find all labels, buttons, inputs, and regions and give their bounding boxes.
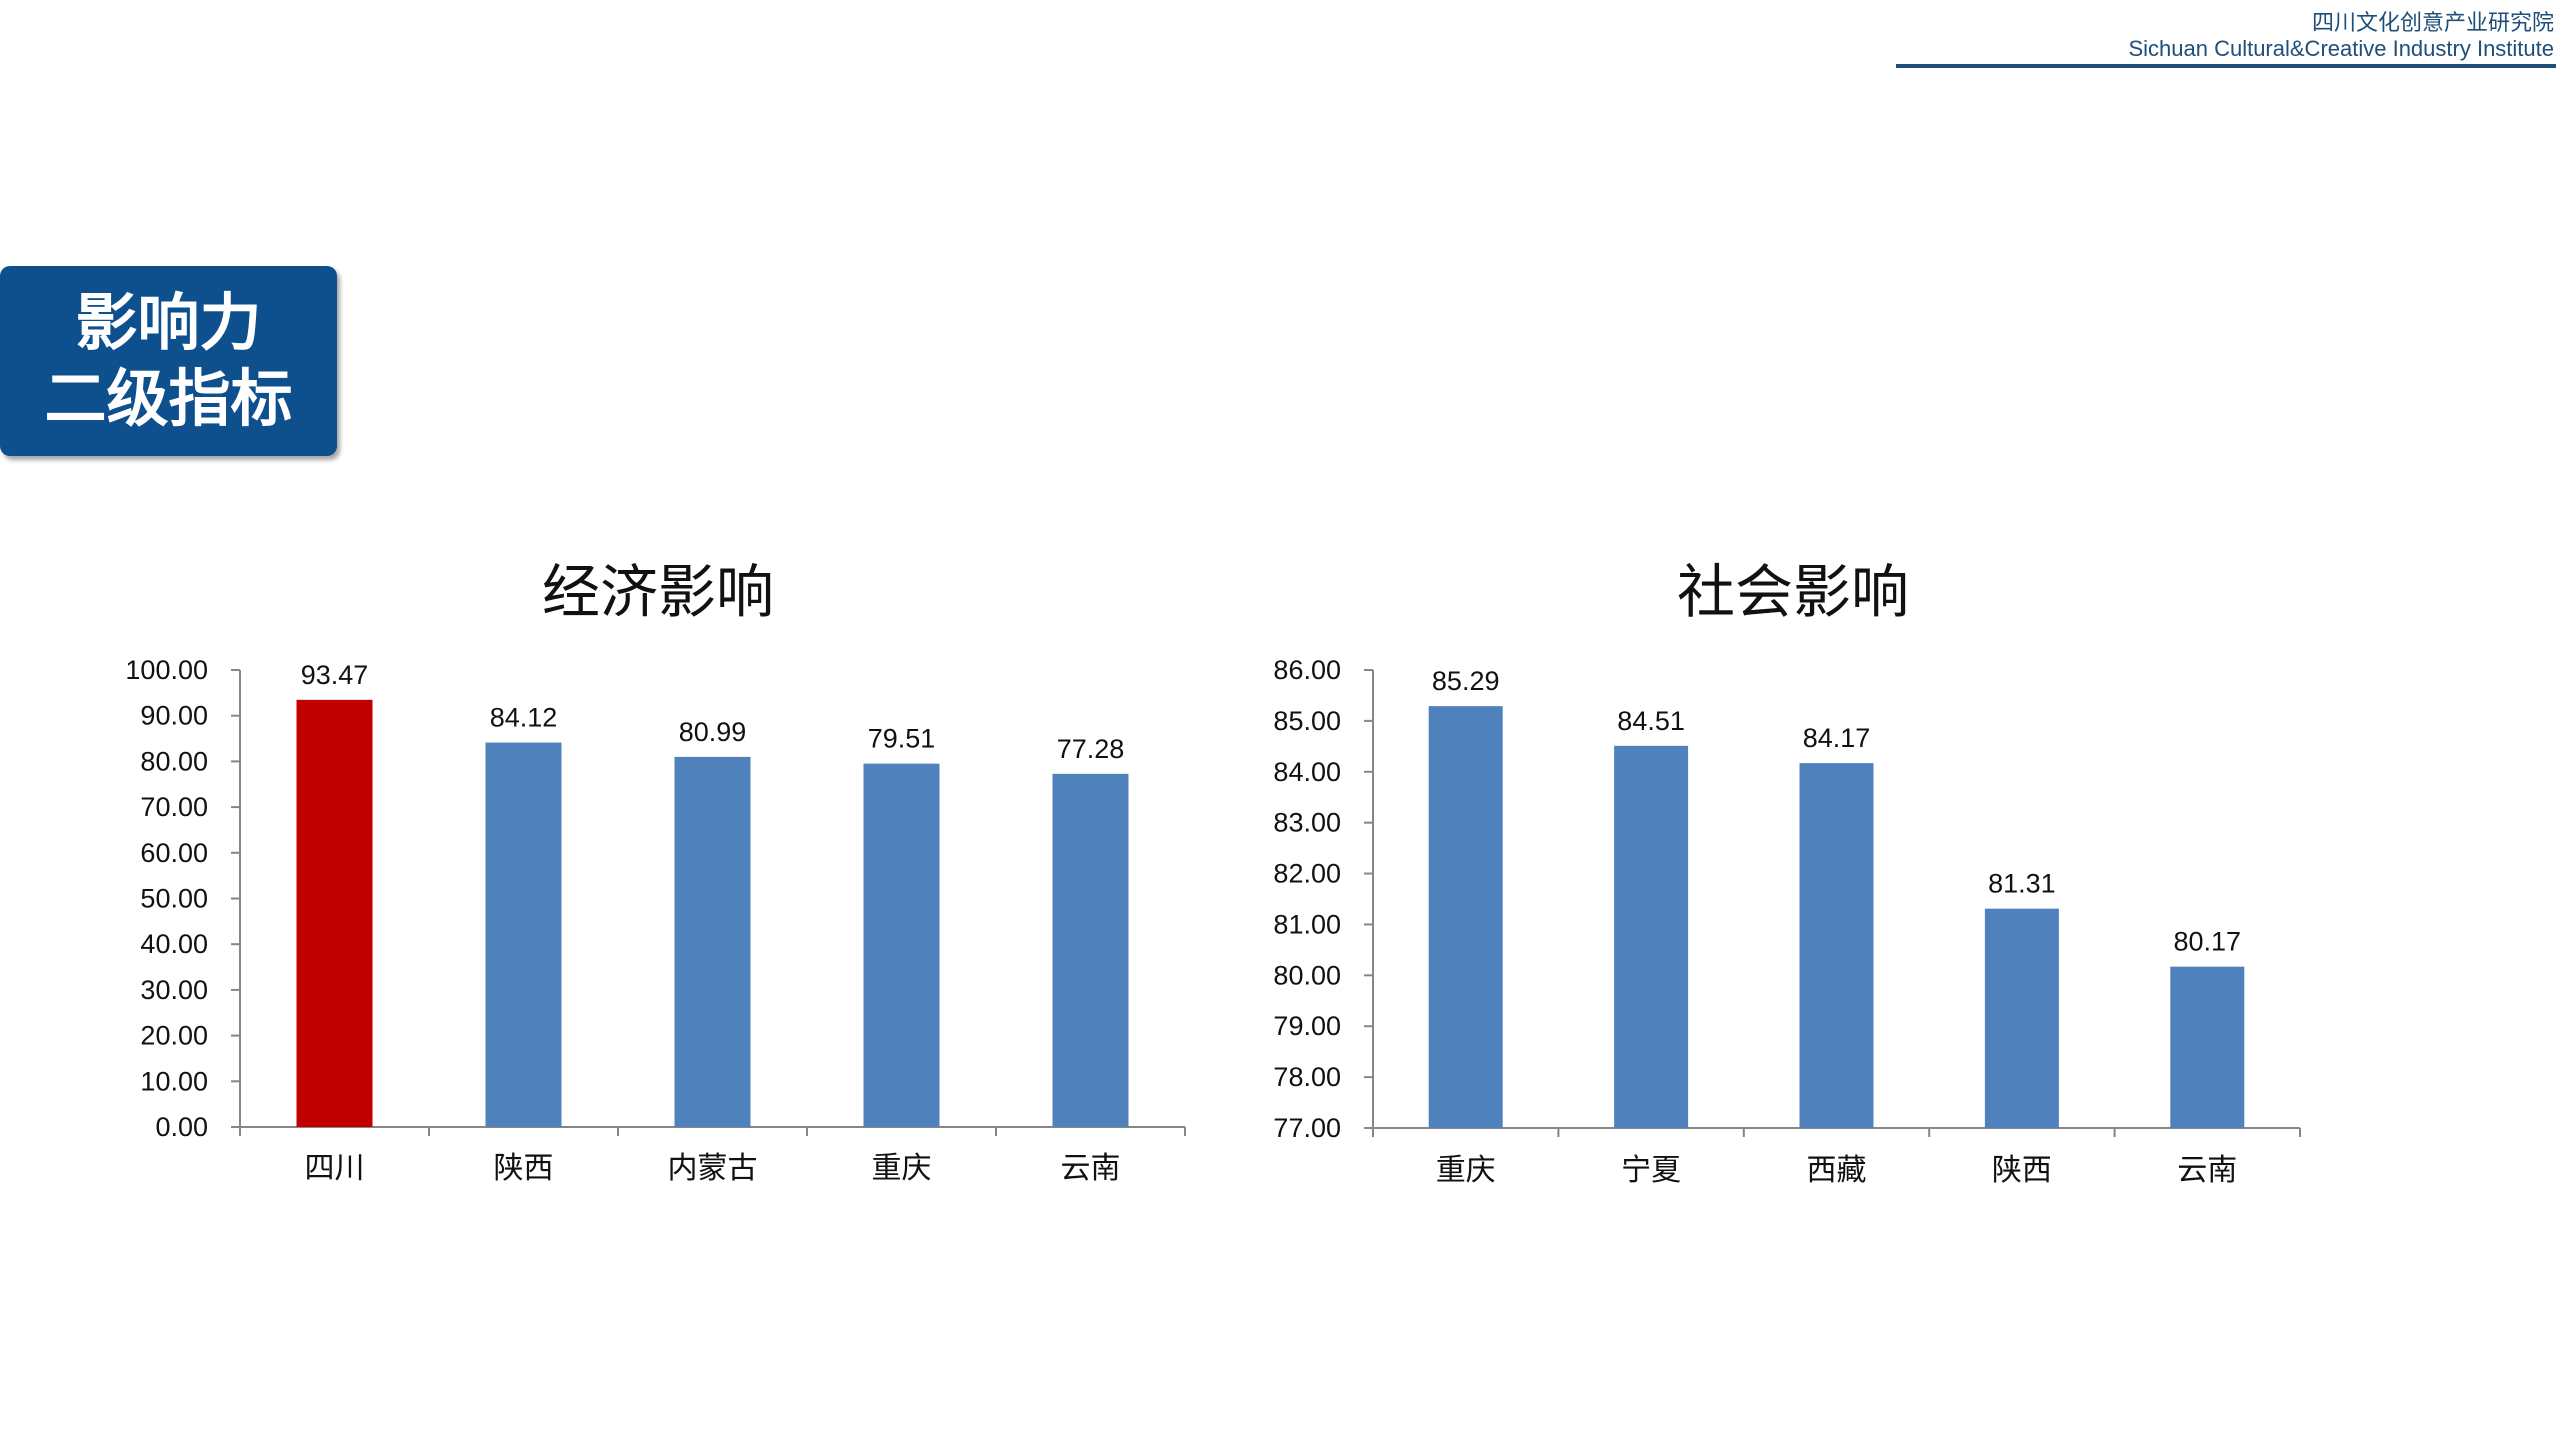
chart-2-title: 社会影响	[1677, 558, 1909, 626]
chart-2-y-tick-label: 78.00	[1273, 1062, 1341, 1092]
chart-1-y-tick-label: 30.00	[140, 975, 208, 1005]
chart-1-y-tick-label: 70.00	[140, 792, 208, 822]
chart-2-y-tick-label: 85.00	[1273, 706, 1341, 736]
chart-2-bar	[2170, 966, 2245, 1128]
institute-name-cn: 四川文化创意产业研究院	[2311, 10, 2554, 35]
chart-1-category-label: 重庆	[872, 1151, 932, 1186]
chart-2-bar	[1428, 706, 1503, 1128]
chart-1-category-label: 陕西	[494, 1151, 554, 1186]
chart-2-y-tick-label: 83.00	[1273, 808, 1341, 838]
chart-2-bar	[1984, 908, 2059, 1128]
chart-1-y-tick-label: 0.00	[155, 1112, 208, 1142]
badge-line-2: 二级指标	[44, 362, 293, 435]
chart-1-category-label: 四川	[305, 1151, 365, 1186]
chart-2-category-label: 重庆	[1436, 1153, 1496, 1188]
chart-1-y-tick-label: 20.00	[140, 1021, 208, 1051]
chart-2-data-label: 85.29	[1432, 666, 1500, 696]
chart-1-bar	[485, 742, 562, 1127]
chart-2-category-label: 云南	[2177, 1153, 2237, 1188]
chart-1-y-tick-label: 60.00	[140, 838, 208, 868]
chart-2-data-label: 84.51	[1617, 706, 1685, 736]
chart-2-data-label: 80.17	[2174, 927, 2242, 957]
chart-2-y-tick-label: 86.00	[1273, 655, 1341, 685]
chart-2-data-label: 81.31	[1988, 869, 2056, 899]
chart-1-y-tick-label: 40.00	[140, 929, 208, 959]
chart-2-y-tick-label: 80.00	[1273, 960, 1341, 990]
chart-2-y-tick-label: 82.00	[1273, 859, 1341, 889]
chart-1-data-label: 80.99	[679, 717, 747, 747]
chart-2-y-tick-label: 77.00	[1273, 1113, 1341, 1143]
chart-2-category-label: 宁夏	[1621, 1153, 1681, 1188]
chart-1-bar	[674, 756, 751, 1127]
chart-1-y-tick-label: 80.00	[140, 746, 208, 776]
institute-name-en: Sichuan Cultural&Creative Industry Insti…	[2128, 36, 2554, 61]
chart-2-bar	[1799, 763, 1874, 1128]
chart-1-data-label: 79.51	[868, 724, 936, 754]
chart-2-y-tick-label: 81.00	[1273, 909, 1341, 939]
chart-1-category-label: 云南	[1061, 1151, 1121, 1186]
chart-1-bar	[863, 763, 940, 1127]
badge-line-1: 影响力	[75, 286, 262, 359]
chart-2-bar	[1614, 745, 1689, 1128]
chart-1-bar	[1052, 773, 1129, 1127]
chart-1-category-label: 内蒙古	[668, 1151, 758, 1186]
chart-1-y-tick-label: 50.00	[140, 884, 208, 914]
chart-2-data-label: 84.17	[1803, 723, 1871, 753]
section-badge: 影响力 二级指标	[0, 266, 337, 456]
chart-1-data-label: 93.47	[301, 660, 369, 690]
chart-1-bar	[296, 699, 373, 1127]
chart-1-data-label: 84.12	[490, 703, 558, 733]
header-divider	[1896, 64, 2556, 68]
chart-2-y-tick-label: 84.00	[1273, 757, 1341, 787]
chart-1-y-tick-label: 10.00	[140, 1066, 208, 1096]
institute-header: 四川文化创意产业研究院 Sichuan Cultural&Creative In…	[1854, 10, 2554, 62]
chart-1-y-tick-label: 100.00	[125, 655, 208, 685]
chart-1-y-tick-label: 90.00	[140, 701, 208, 731]
chart-1-title: 经济影响	[542, 558, 774, 626]
chart-2-y-tick-label: 79.00	[1273, 1011, 1341, 1041]
chart-2-category-label: 西藏	[1807, 1153, 1867, 1188]
chart-2-category-label: 陕西	[1992, 1153, 2052, 1188]
chart-1-data-label: 77.28	[1057, 734, 1125, 764]
